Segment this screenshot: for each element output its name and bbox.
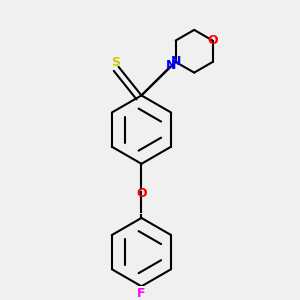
Text: N: N	[170, 56, 181, 68]
Text: F: F	[137, 287, 146, 300]
Text: N: N	[166, 59, 177, 72]
Text: O: O	[207, 34, 218, 47]
Text: S: S	[111, 56, 120, 69]
Text: O: O	[136, 187, 147, 200]
